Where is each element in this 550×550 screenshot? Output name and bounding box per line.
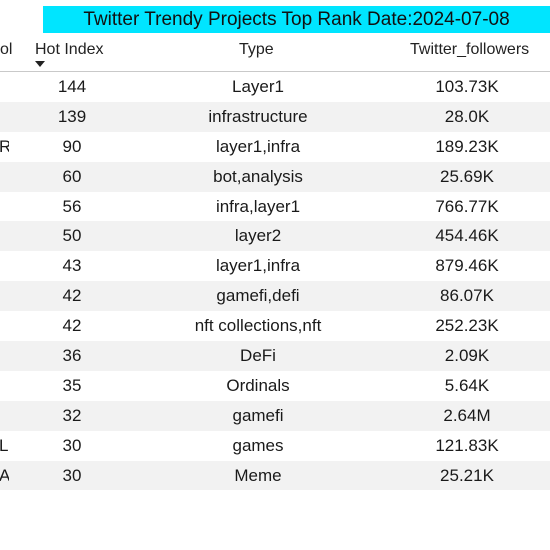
table-row[interactable]: A 30 Meme 25.21K [0, 460, 550, 491]
hot-index-cell: 90 [62, 136, 82, 156]
type-cell: Ordinals [226, 375, 290, 395]
type-cell: nft collections,nft [194, 316, 322, 336]
followers-cell: 121.83K [435, 435, 499, 455]
column-header-symbol[interactable]: ol [0, 41, 13, 58]
table-row[interactable]: 144 Layer1 103.73K [0, 72, 550, 102]
column-header-type[interactable]: Type [239, 41, 274, 58]
hot-index-cell: 42 [62, 316, 82, 336]
type-cell: gamefi [232, 405, 284, 425]
hot-index-cell: 144 [57, 77, 87, 96]
hot-index-cell: 35 [62, 375, 82, 395]
hot-index-cell: 36 [62, 346, 82, 366]
table-row[interactable]: 42 nft collections,nft 252.23K [0, 311, 550, 341]
followers-cell: 86.07K [440, 286, 494, 306]
followers-cell: 28.0K [444, 106, 490, 126]
hot-index-cell: 43 [62, 256, 82, 276]
followers-cell: 2.64M [443, 405, 491, 425]
hot-index-cell: 32 [62, 405, 82, 425]
table-title-text: Twitter Trendy Projects Top Rank Date:20… [83, 8, 510, 30]
symbol-cell: L [0, 435, 9, 455]
followers-cell: 189.23K [435, 136, 499, 156]
type-cell: layer1,infra [215, 136, 301, 156]
type-cell: Layer1 [232, 77, 284, 96]
followers-cell: 454.46K [435, 226, 499, 246]
table-row[interactable]: 139 infrastructure 28.0K [0, 101, 550, 132]
table-row[interactable]: 35 Ordinals 5.64K [0, 371, 550, 401]
hot-index-cell: 139 [57, 106, 87, 126]
symbol-cell: R [0, 136, 9, 156]
table-row[interactable]: 43 layer1,infra 879.46K [0, 251, 550, 281]
hot-index-cell: 30 [62, 435, 82, 455]
type-cell: bot,analysis [213, 166, 303, 186]
column-header-twitter-followers[interactable]: Twitter_followers [410, 41, 530, 58]
sort-down-arrow-icon[interactable] [35, 61, 45, 67]
followers-cell: 2.09K [444, 346, 490, 366]
table-row[interactable]: R 90 layer1,infra 189.23K [0, 132, 550, 162]
type-cell: layer2 [234, 226, 282, 246]
type-cell: infra,layer1 [215, 196, 301, 216]
followers-cell: 103.73K [435, 77, 499, 96]
table-row[interactable]: 36 DeFi 2.09K [0, 341, 550, 371]
type-cell: DeFi [240, 346, 276, 366]
table-row[interactable]: 60 bot,analysis 25.69K [0, 161, 550, 192]
type-cell: games [232, 435, 284, 455]
table-row[interactable]: 42 gamefi,defi 86.07K [0, 281, 550, 312]
type-cell: gamefi,defi [216, 286, 300, 306]
followers-cell: 25.69K [440, 166, 494, 186]
table-body: 144 Layer1 103.73K 139 infrastructure 28… [0, 72, 550, 491]
table-header: ol Hot Index Type Twitter_followers [0, 35, 550, 72]
hot-index-cell: 30 [62, 465, 82, 485]
table-title: Twitter Trendy Projects Top Rank Date:20… [43, 6, 550, 33]
followers-cell: 879.46K [435, 256, 499, 276]
followers-cell: 5.64K [444, 375, 490, 395]
type-cell: Meme [234, 465, 282, 485]
table-row[interactable]: 50 layer2 454.46K [0, 221, 550, 252]
table-row[interactable]: 56 infra,layer1 766.77K [0, 192, 550, 222]
hot-index-cell: 60 [62, 166, 82, 186]
symbol-cell: A [0, 465, 9, 485]
table-row[interactable]: 32 gamefi 2.64M [0, 400, 550, 431]
hot-index-cell: 56 [62, 196, 82, 216]
hot-index-cell: 50 [62, 226, 82, 246]
table-row[interactable]: L 30 games 121.83K [0, 431, 550, 461]
followers-cell: 766.77K [435, 196, 499, 216]
type-cell: infrastructure [208, 106, 308, 126]
followers-cell: 25.21K [440, 465, 494, 485]
column-header-hot-index[interactable]: Hot Index [35, 41, 104, 58]
followers-cell: 252.23K [435, 316, 499, 336]
hot-index-cell: 42 [62, 286, 82, 306]
type-cell: layer1,infra [215, 256, 301, 276]
